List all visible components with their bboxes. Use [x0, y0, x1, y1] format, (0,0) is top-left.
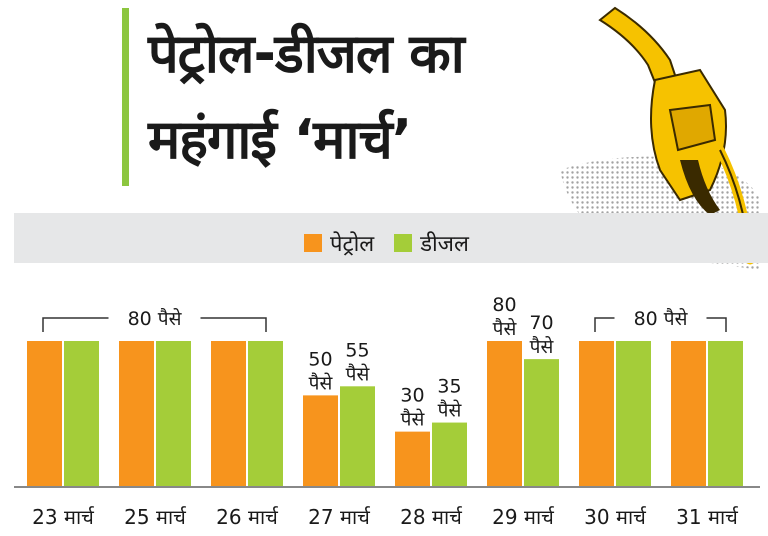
bracket-left-0	[42, 317, 109, 332]
title-line-2: महंगाई ‘मार्च’	[148, 108, 412, 171]
bar-label-4: 80 पैसे	[492, 294, 517, 340]
bar-diesel-5	[524, 359, 559, 486]
bar-petrol-5	[487, 341, 522, 486]
bar-diesel-6	[616, 341, 651, 486]
x-tick-label-4: 28 मार्च	[400, 505, 463, 529]
x-tick-label-0: 23 मार्च	[32, 505, 95, 529]
legend-label-petrol: पेट्रोल	[330, 232, 375, 257]
bar-diesel-0	[64, 341, 99, 486]
bracket-label-0: 80 पैसे	[128, 307, 183, 330]
bar-petrol-3	[303, 395, 338, 486]
x-tick-label-7: 31 मार्च	[676, 505, 739, 529]
bar-label-2: 30 पैसे	[400, 385, 425, 431]
bar-label-3: 35 पैसे	[437, 376, 462, 422]
bar-petrol-0	[27, 341, 62, 486]
bar-diesel-7	[708, 341, 743, 486]
x-tick-label-2: 26 मार्च	[216, 505, 279, 529]
bar-petrol-1	[119, 341, 154, 486]
bracket-left-1	[594, 317, 615, 332]
x-tick-label-5: 29 मार्च	[492, 505, 555, 529]
legend: पेट्रोल डीजल	[304, 228, 469, 258]
legend-swatch-diesel	[394, 234, 413, 252]
bracket-right-0	[200, 317, 267, 332]
bracket-right-1	[706, 317, 727, 332]
bar-label-5: 70 पैसे	[529, 312, 554, 358]
bar-diesel-4	[432, 422, 467, 486]
bar-petrol-2	[211, 341, 246, 486]
legend-swatch-petrol	[304, 234, 322, 252]
x-tick-label-3: 27 मार्च	[308, 505, 371, 529]
bar-diesel-3	[340, 386, 375, 486]
legend-label-diesel: डीजल	[420, 232, 469, 257]
x-tick-label-1: 25 मार्च	[124, 505, 187, 529]
legend-band	[14, 213, 768, 263]
bar-label-0: 50 पैसे	[308, 348, 333, 394]
x-tick-label-6: 30 मार्च	[584, 505, 647, 529]
bar-diesel-2	[248, 341, 283, 486]
bracket-label-1: 80 पैसे	[634, 307, 689, 330]
bar-diesel-1	[156, 341, 191, 486]
title-accent-bar	[122, 8, 129, 186]
bar-petrol-7	[671, 341, 706, 486]
bar-label-1: 55 पैसे	[345, 339, 370, 385]
bar-petrol-6	[579, 341, 614, 486]
title-line-1: पेट्रोल-डीजल का	[148, 22, 465, 85]
bar-petrol-4	[395, 431, 430, 486]
